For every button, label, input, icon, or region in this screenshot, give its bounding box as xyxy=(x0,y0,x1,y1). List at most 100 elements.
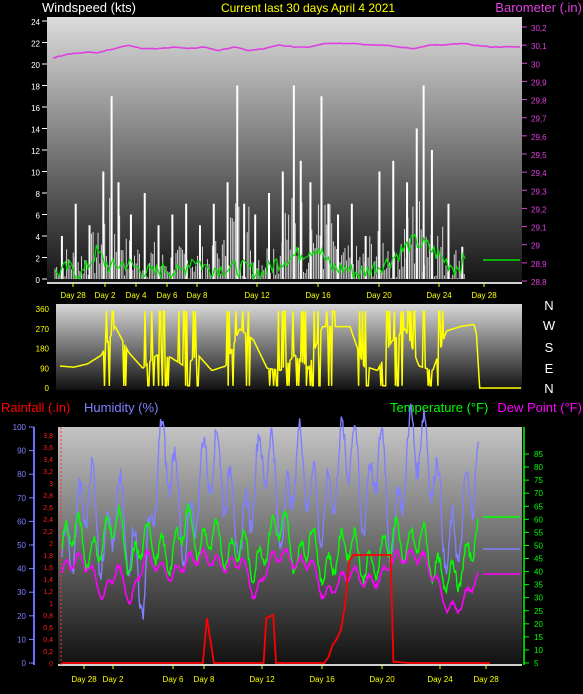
barometer-tick-label: 29,2 xyxy=(531,205,547,214)
rain-tick-label: 2 xyxy=(49,541,53,548)
temperature-tick-label: 5 xyxy=(534,659,539,668)
dewpoint-label: Dew Point (°F) xyxy=(497,400,582,415)
rain-tick-label: 1,6 xyxy=(43,565,53,572)
humidity-tick-label: 100 xyxy=(13,423,27,432)
rain-tick-label: 2,8 xyxy=(43,493,53,500)
humidity-line xyxy=(61,403,480,620)
x-tick-label: Day 20 xyxy=(366,291,392,300)
barometer-tick-label: 29,5 xyxy=(531,151,547,160)
x-tick-label: Day 28 xyxy=(471,291,497,300)
rain-tick-label: 0,8 xyxy=(43,613,53,620)
wind-tick-label: 18 xyxy=(31,83,40,92)
temperature-tick-label: 55 xyxy=(534,528,543,537)
wind-tick-label: 6 xyxy=(36,212,41,221)
temperature-panel: Rainfall (.in) Humidity (%) Temperature … xyxy=(1,400,582,684)
humidity-tick-label: 70 xyxy=(17,494,26,503)
wind-tick-label: 4 xyxy=(36,233,41,242)
wind-tick-label: 24 xyxy=(31,18,40,27)
temperature-tick-label: 35 xyxy=(534,581,543,590)
direction-tick-label: 90 xyxy=(40,364,49,373)
dewpoint-line xyxy=(61,546,480,615)
barometer-tick-label: 30 xyxy=(531,60,540,69)
x-tick-label: Day 8 xyxy=(187,291,208,300)
humidity-tick-label: 60 xyxy=(17,517,26,526)
wind-tick-label: 2 xyxy=(36,255,41,264)
barometer-tick-label: 30,2 xyxy=(531,24,547,33)
x-tick-label: Day 12 xyxy=(249,675,275,684)
x-tick-label: Day 2 xyxy=(103,675,124,684)
rain-tick-label: 2,4 xyxy=(43,517,53,524)
x-tick-label: Day 20 xyxy=(369,675,395,684)
barometer-tick-label: 29,1 xyxy=(531,224,547,233)
x-tick-label: Day 16 xyxy=(305,291,331,300)
temperature-tick-label: 75 xyxy=(534,476,543,485)
compass-label: E xyxy=(545,361,554,376)
x-tick-label: Day 28 xyxy=(60,291,86,300)
temperature-tick-label: 10 xyxy=(534,646,543,655)
humidity-y-ticks: 0 10 20 30 40 50 60 70 80 90 100 xyxy=(13,423,34,668)
x-tick-label: Day 8 xyxy=(194,675,215,684)
barometer-tick-label: 28,9 xyxy=(531,260,547,269)
barometer-tick-label: 29,9 xyxy=(531,78,547,87)
temperature-tick-label: 50 xyxy=(534,541,543,550)
humidity-tick-label: 90 xyxy=(17,447,26,456)
wind-tick-label: 20 xyxy=(31,61,40,70)
x-tick-label: Day 24 xyxy=(427,675,453,684)
humidity-tick-label: 10 xyxy=(17,635,26,644)
barometer-tick-label: 30,1 xyxy=(531,42,547,51)
humidity-tick-label: 0 xyxy=(22,659,27,668)
x-tick-label: Day 12 xyxy=(244,291,270,300)
rain-tick-label: 1,2 xyxy=(43,589,53,596)
humidity-tick-label: 80 xyxy=(17,470,26,479)
wind-panel: Windspeed (kts) Current last 30 days Apr… xyxy=(31,0,582,300)
rain-tick-label: 3,4 xyxy=(43,457,53,464)
wind-tick-label: 8 xyxy=(36,190,41,199)
barometer-tick-label: 29,8 xyxy=(531,97,547,106)
barometer-tick-label: 29 xyxy=(531,242,540,251)
barometer-tick-label: 29,3 xyxy=(531,187,547,196)
x-tick-label: Day 4 xyxy=(126,291,147,300)
temperature-tick-label: 20 xyxy=(534,620,543,629)
temperature-tick-label: 15 xyxy=(534,633,543,642)
barometer-label: Barometer (.in) xyxy=(495,0,582,15)
humidity-tick-label: 50 xyxy=(17,541,26,550)
chart-title: Current last 30 days April 4 2021 xyxy=(221,1,395,15)
compass-label: S xyxy=(545,340,554,355)
temperature-tick-label: 85 xyxy=(534,450,543,459)
temperature-y-ticks: 5 10 15 20 25 30 35 40 45 50 55 60 65 70 75 80 85 xyxy=(524,450,543,668)
x-tick-label: Day 6 xyxy=(157,291,178,300)
x-tick-label: Day 2 xyxy=(95,291,116,300)
wind-tick-label: 12 xyxy=(31,147,40,156)
direction-tick-label: 360 xyxy=(36,305,50,314)
rain-tick-label: 1 xyxy=(49,601,53,608)
rainfall-label: Rainfall (.in) xyxy=(1,400,70,415)
temperature-label: Temperature (°F) xyxy=(390,400,488,415)
wind-tick-label: 16 xyxy=(31,104,40,113)
rain-tick-label: 1,8 xyxy=(43,553,53,560)
x-tick-label: Day 28 xyxy=(71,675,97,684)
rain-tick-label: 3 xyxy=(49,481,53,488)
wind-tick-label: 0 xyxy=(36,276,41,285)
rain-tick-label: 3,2 xyxy=(43,469,53,476)
compass-label: W xyxy=(543,318,556,333)
direction-tick-label: 0 xyxy=(45,384,50,393)
compass-label: N xyxy=(544,298,553,313)
temperature-line xyxy=(61,502,480,595)
rain-tick-label: 2,2 xyxy=(43,529,53,536)
temperature-tick-label: 30 xyxy=(534,594,543,603)
humidity-label: Humidity (%) xyxy=(84,400,158,415)
humidity-tick-label: 30 xyxy=(17,588,26,597)
barometer-tick-label: 29,4 xyxy=(531,169,547,178)
rainfall-y-ticks: 0 0,2 0,4 0,6 0,8 1 1,2 1,4 1,6 1,8 2 2,2 2,4 2,6 2,8 3… xyxy=(43,433,53,668)
windspeed-series xyxy=(54,85,465,279)
temperature-tick-label: 25 xyxy=(534,607,543,616)
direction-line xyxy=(60,310,521,389)
rain-tick-label: 3,6 xyxy=(43,445,53,452)
direction-y-ticks: 0 90 180 270 360 xyxy=(36,305,50,393)
x-tick-label: Day 6 xyxy=(163,675,184,684)
rain-tick-label: 3,8 xyxy=(43,433,53,440)
barometer-tick-label: 28,8 xyxy=(531,278,547,287)
rain-tick-label: 0,2 xyxy=(43,649,53,656)
